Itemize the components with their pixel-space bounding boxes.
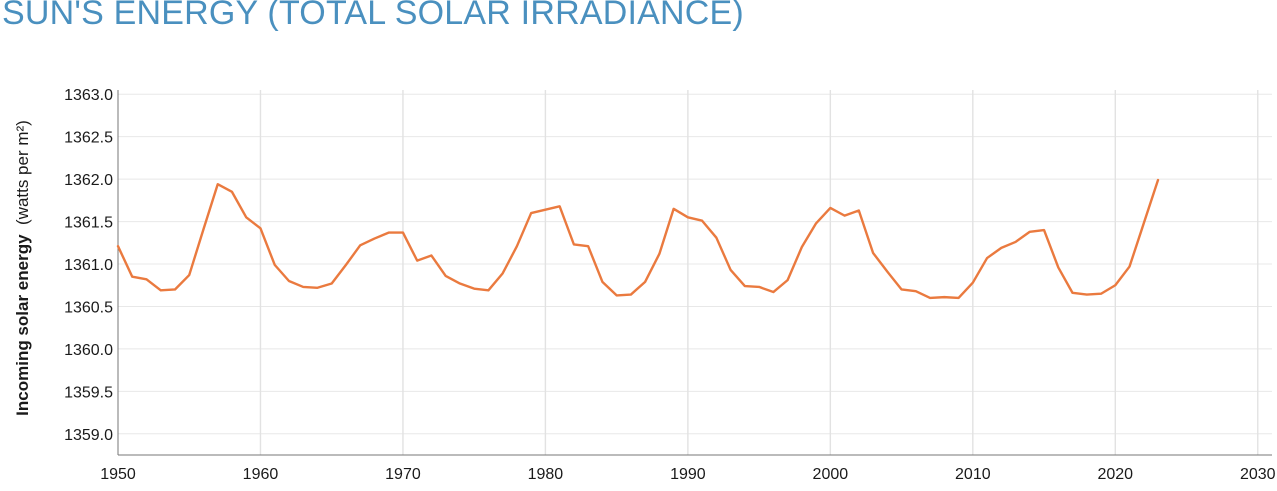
y-tick-label: 1362.5: [64, 130, 113, 147]
y-tick-label: 1359.0: [64, 427, 113, 444]
x-tick-label: 2020: [1097, 466, 1133, 483]
y-axis-title-main: Incoming solar energy: [13, 234, 32, 416]
y-tick-label: 1360.0: [64, 342, 113, 359]
y-tick-label: 1360.5: [64, 299, 113, 316]
y-tick-labels: 1363.0 1362.5 1362.0 1361.5 1361.0 1360.5 1360…: [64, 87, 113, 444]
x-tick-labels: 1950 1960 1970 1980 1990 2000 2010 2020 2030: [100, 466, 1275, 483]
y-axis-title-unit: (watts per m²): [13, 120, 32, 225]
x-gridlines: [259, 90, 1259, 455]
series-group: [116, 178, 1160, 300]
y-gridlines: [118, 93, 1272, 435]
y-axis-title: Incoming solar energy (watts per m²): [13, 120, 32, 416]
x-tick-label: 1990: [670, 466, 706, 483]
y-tick-label: 1361.0: [64, 257, 113, 274]
x-tick-label: 1950: [100, 466, 136, 483]
x-tick-label: 1980: [528, 466, 564, 483]
y-tick-label: 1362.0: [64, 172, 113, 189]
y-tick-label: 1363.0: [64, 87, 113, 104]
y-tick-label: 1361.5: [64, 215, 113, 232]
x-tick-label: 1960: [243, 466, 279, 483]
x-tick-label: 2010: [955, 466, 991, 483]
series-line: [116, 178, 1160, 300]
x-tick-label: 2000: [813, 466, 849, 483]
y-tick-label: 1359.5: [64, 384, 113, 401]
x-tick-label: 1970: [385, 466, 421, 483]
x-tick-label: 2030: [1240, 466, 1276, 483]
chart-title: SUN'S ENERGY (TOTAL SOLAR IRRADIANCE): [2, 0, 744, 32]
